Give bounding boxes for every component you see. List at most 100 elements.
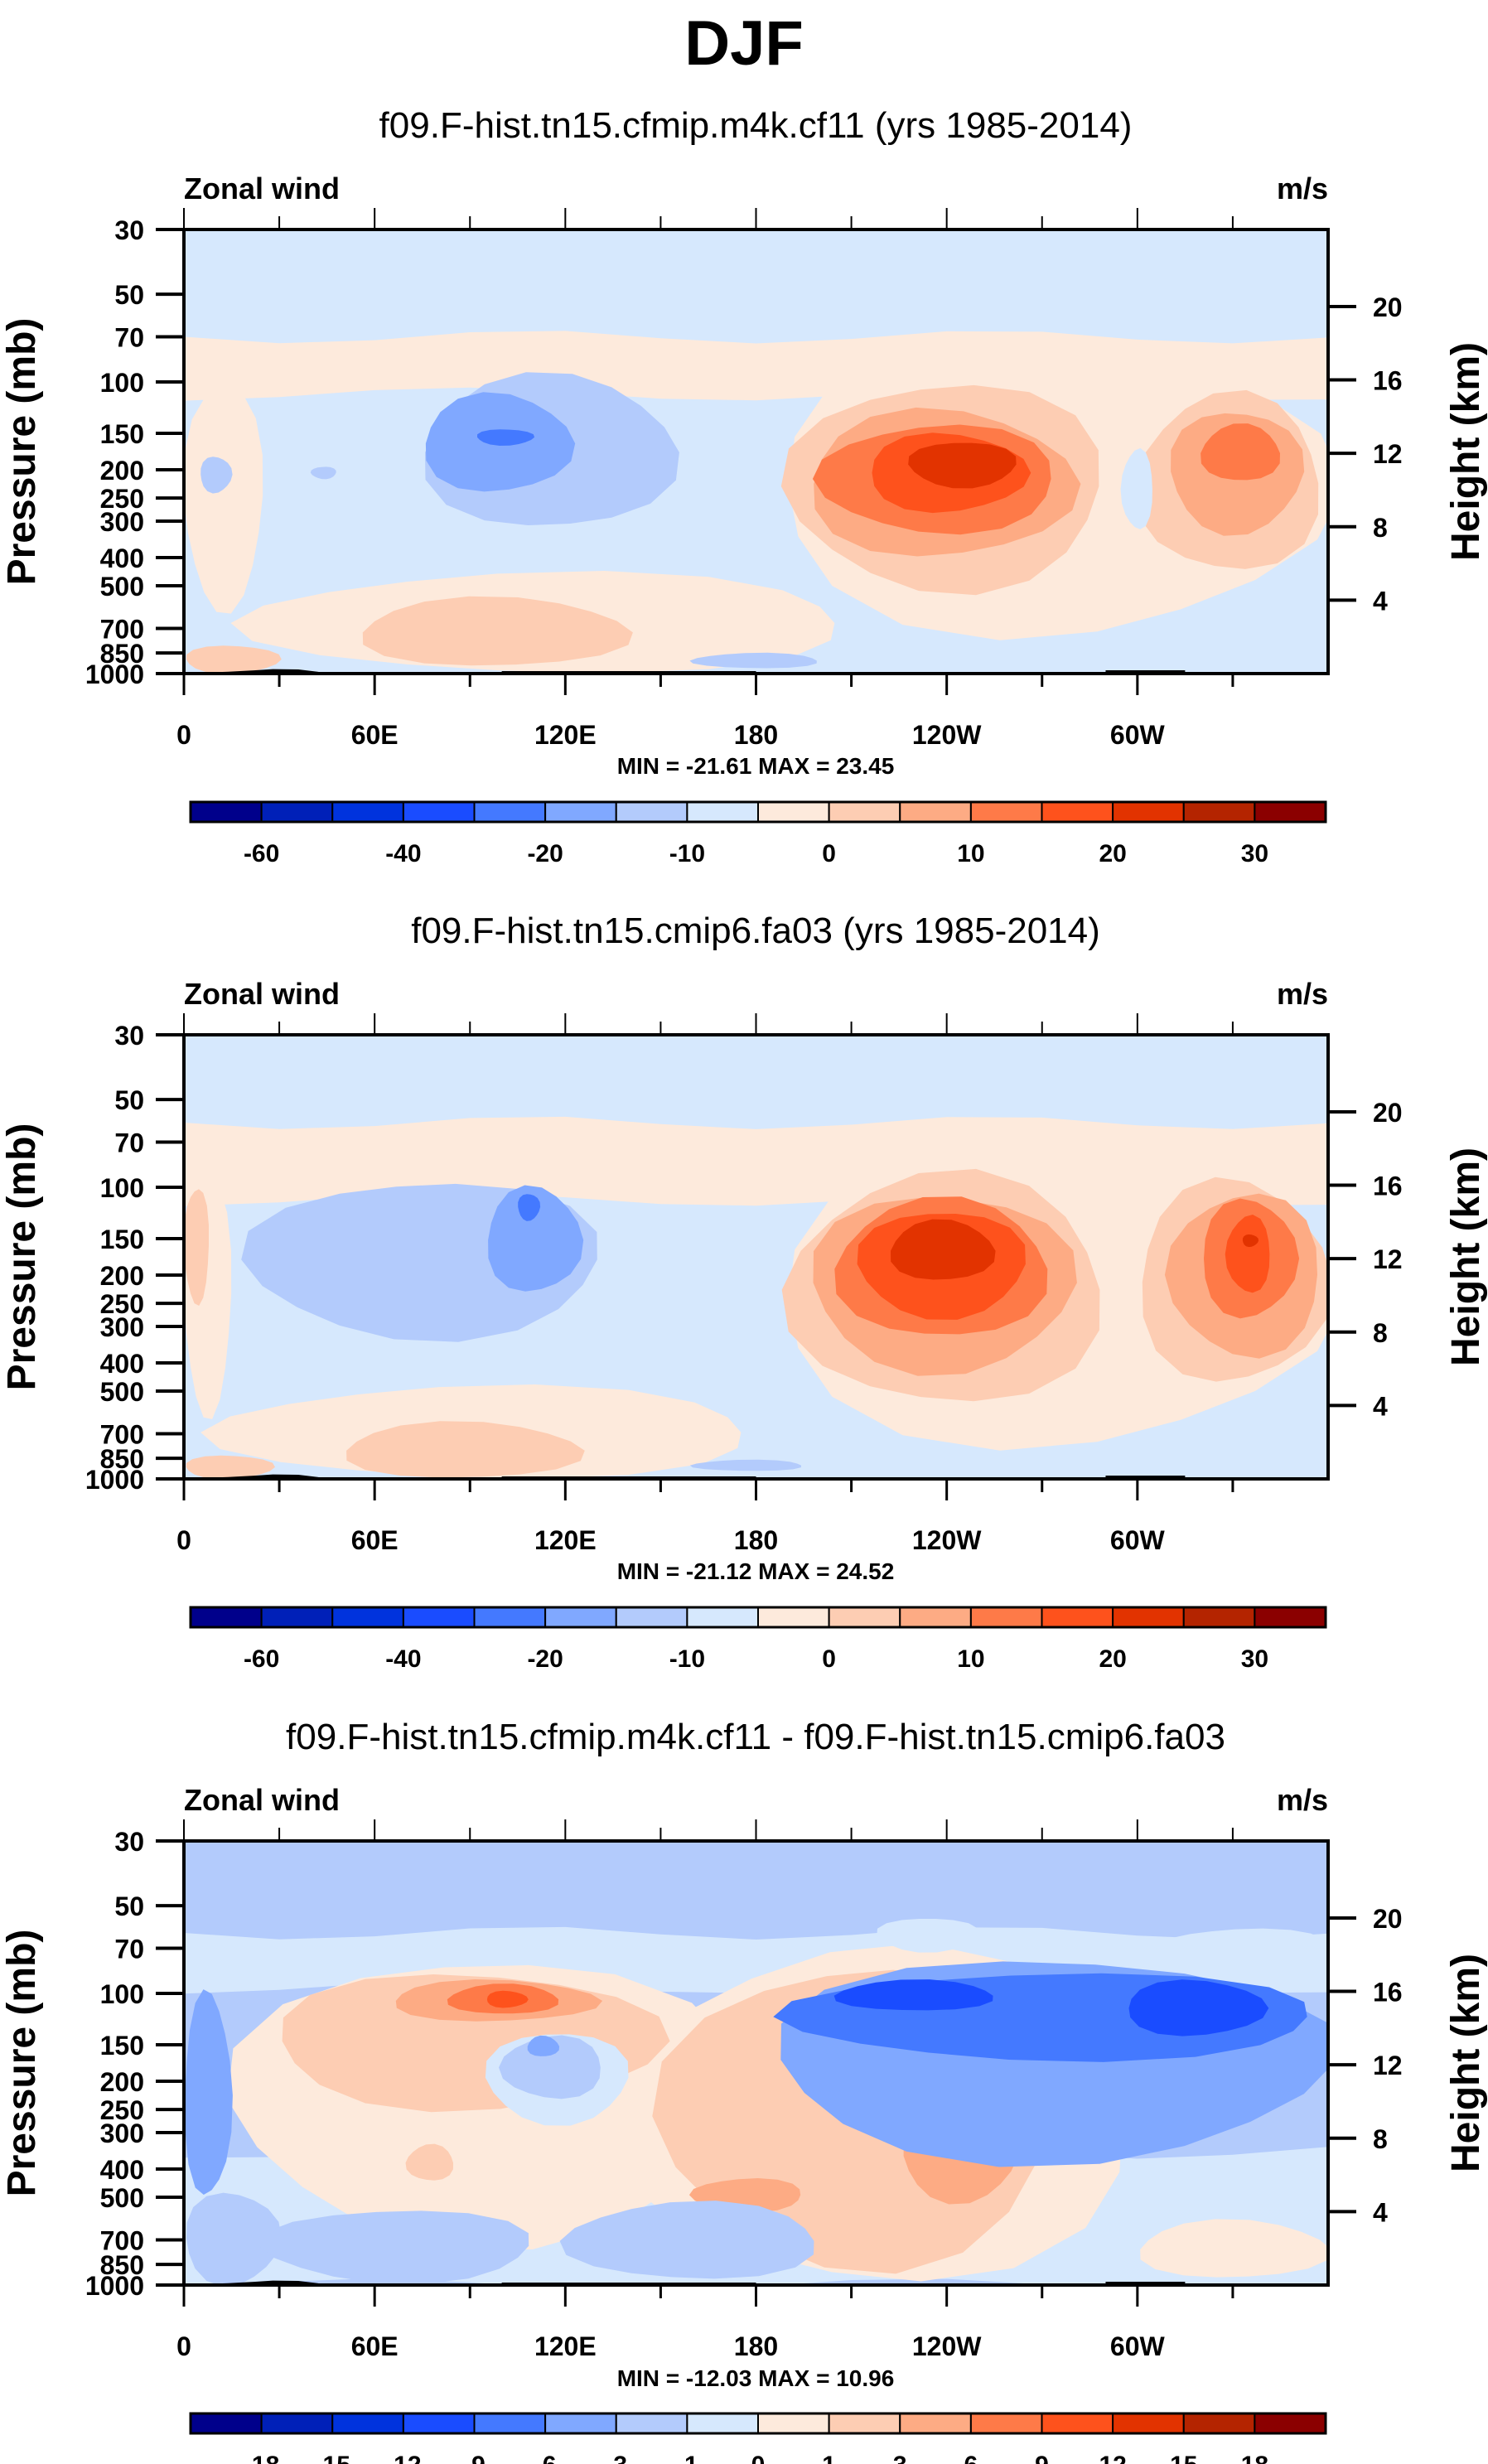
contour-region: [1128, 1979, 1269, 2036]
contour-region: [362, 596, 633, 666]
colorbar-box: [1112, 801, 1185, 823]
colorbar-label: -60: [244, 840, 279, 867]
colorbar-box: [899, 2413, 972, 2434]
y2-tick-label: 12: [1373, 1244, 1403, 1274]
y-tick-label: 50: [114, 1085, 144, 1115]
y2-tick-label: 8: [1373, 1318, 1388, 1348]
contour-region: [1225, 1215, 1270, 1293]
x-tick-label: 0: [176, 1525, 191, 1555]
colorbar-label: 9: [1035, 2452, 1049, 2464]
colorbar-label: -12: [385, 2452, 421, 2464]
colorbar-box: [686, 801, 759, 823]
contour-region: [891, 1219, 996, 1280]
contour-region: [477, 429, 535, 446]
colorbar-label: 6: [964, 2452, 978, 2464]
colorbar-box: [1254, 2413, 1326, 2434]
y2-axis-title: Height (km): [1444, 342, 1488, 561]
y-tick-label: 250: [100, 484, 144, 514]
colorbar-label: -1: [676, 2452, 698, 2464]
y-tick-label: 700: [100, 2225, 144, 2255]
contour-region: [908, 442, 1017, 489]
colorbar-box: [402, 2413, 476, 2434]
units-label: m/s: [1277, 977, 1328, 1011]
panel-difference: f09.F-hist.tn15.cfmip.m4k.cf11 - f09.F-h…: [0, 1717, 1488, 2464]
colorbar-label: -20: [527, 840, 563, 867]
colorbar-box: [331, 801, 404, 823]
x-tick-label: 180: [734, 720, 778, 750]
contour-region: [1164, 1928, 1324, 1958]
colorbar-label: 0: [822, 840, 836, 867]
y-tick-label: 100: [100, 368, 144, 398]
contour-region: [186, 1455, 275, 1479]
y-tick-label: 70: [114, 1935, 144, 1964]
colorbar-label: -3: [605, 2452, 627, 2464]
colorbar-label: -10: [669, 840, 705, 867]
contour-region: [258, 2210, 529, 2284]
contour-region: [486, 1990, 529, 2008]
contour-field: [184, 1035, 1328, 1479]
y2-tick-label: 8: [1373, 2124, 1388, 2154]
panel-title: f09.F-hist.tn15.cmip6.fa03 (yrs 1985-201…: [411, 911, 1100, 951]
y-tick-label: 850: [100, 2250, 144, 2280]
colorbar-box: [190, 1606, 263, 1628]
colorbar-box: [260, 801, 334, 823]
colorbar-label: 1: [822, 2452, 836, 2464]
y-axis-title: Pressure (mb): [0, 1123, 44, 1391]
y-tick-label: 300: [100, 507, 144, 537]
colorbar-box: [686, 2413, 759, 2434]
x-tick-label: 120E: [534, 2331, 597, 2361]
x-tick-label: 120E: [534, 1525, 597, 1555]
x-tick-label: 60E: [351, 720, 399, 750]
x-tick-label: 60W: [1110, 720, 1166, 750]
colorbar-label: 12: [1099, 2452, 1126, 2464]
y2-tick-label: 4: [1373, 2197, 1388, 2227]
y-tick-label: 500: [100, 1377, 144, 1407]
colorbar-label: -15: [315, 2452, 350, 2464]
colorbar-label: 3: [893, 2452, 907, 2464]
colorbar-box: [686, 1606, 759, 1628]
y2-axis-title: Height (km): [1444, 1147, 1488, 1366]
y-tick-label: 850: [100, 639, 144, 669]
x-tick-label: 60W: [1110, 2331, 1166, 2361]
x-tick-label: 120W: [912, 720, 982, 750]
x-tick-label: 180: [734, 2331, 778, 2361]
y-tick-label: 700: [100, 614, 144, 644]
y-tick-label: 70: [114, 323, 144, 353]
colorbar-box: [1182, 1606, 1256, 1628]
colorbar-box: [1041, 801, 1114, 823]
colorbar-box: [969, 1606, 1043, 1628]
colorbar-label: 30: [1241, 840, 1268, 867]
x-tick-label: 0: [176, 2331, 191, 2361]
y2-tick-label: 20: [1373, 1098, 1403, 1128]
y-tick-label: 1000: [85, 1465, 144, 1495]
contour-region: [185, 1989, 233, 2195]
colorbar-label: 20: [1099, 1645, 1126, 1673]
colorbar-box: [402, 801, 476, 823]
colorbar-label: 18: [1241, 2452, 1268, 2464]
units-label: m/s: [1277, 1783, 1328, 1817]
contour-region: [527, 2035, 560, 2056]
x-tick-label: 120W: [912, 1525, 982, 1555]
colorbar-label: -60: [244, 1645, 279, 1673]
contour-field: [184, 1841, 1328, 2285]
y-axis-title: Pressure (mb): [0, 1930, 44, 2197]
variable-label: Zonal wind: [184, 1783, 340, 1817]
colorbar-box: [1182, 801, 1256, 823]
y-tick-label: 50: [114, 1891, 144, 1921]
contour-region: [689, 652, 817, 669]
colorbar-box: [190, 2413, 263, 2434]
contour-region: [499, 2035, 601, 2099]
colorbar-box: [757, 2413, 830, 2434]
colorbar-box: [1112, 2413, 1185, 2434]
panel-model-fa03: f09.F-hist.tn15.cmip6.fa03 (yrs 1985-201…: [0, 911, 1488, 1673]
contour-region: [1140, 2219, 1328, 2278]
contour-region: [200, 457, 233, 494]
contour-region: [488, 1185, 584, 1292]
y-tick-label: 300: [100, 2119, 144, 2148]
contour-region: [833, 1979, 993, 2011]
contour-region: [184, 388, 263, 614]
colorbar-box: [331, 2413, 404, 2434]
y-tick-label: 300: [100, 1312, 144, 1342]
colorbar-box: [757, 801, 830, 823]
y-tick-label: 50: [114, 280, 144, 310]
